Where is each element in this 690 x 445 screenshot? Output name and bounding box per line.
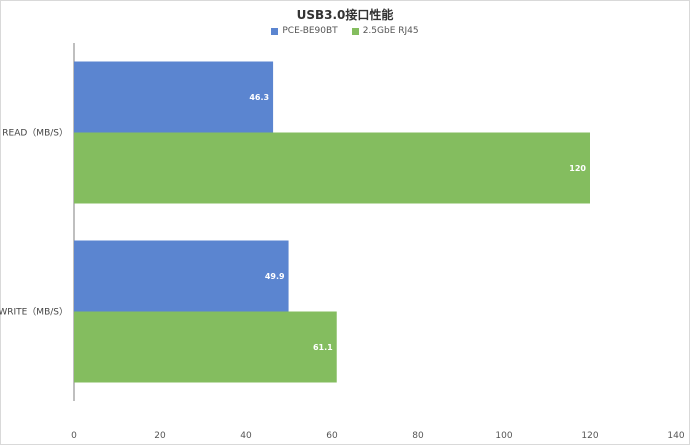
x-tick-label-20: 20: [154, 431, 166, 441]
data-label-2-2: 61.1: [313, 343, 333, 352]
legend-label-series-1: PCE-BE90BT: [282, 26, 338, 36]
data-label-2-1: 120: [569, 164, 586, 173]
category-label-2: WRITE（MB/S）: [0, 307, 68, 318]
data-label-1-1: 46.3: [249, 93, 269, 102]
x-tick-label-80: 80: [412, 431, 424, 441]
x-tick-label-120: 120: [581, 431, 598, 441]
data-label-1-2: 49.9: [265, 272, 285, 281]
legend-item-series-1: PCE-BE90BT: [271, 26, 338, 36]
bar-2-2: [74, 311, 337, 383]
bar-1-1: [74, 61, 274, 133]
x-tick-label-40: 40: [240, 431, 252, 441]
chart-title: USB3.0接口性能: [296, 8, 394, 22]
legend-swatch-series-1: [271, 27, 279, 35]
category-label-1: READ（MB/S）: [2, 128, 68, 139]
legend-swatch-series-2: [351, 27, 359, 35]
x-tick-label-140: 140: [667, 431, 684, 441]
legend-label-series-2: 2.5GbE RJ45: [362, 26, 419, 36]
bar-1-2: [74, 240, 289, 312]
x-tick-label-100: 100: [495, 431, 512, 441]
legend-item-series-2: 2.5GbE RJ45: [351, 26, 419, 36]
legend: PCE-BE90BT 2.5GbE RJ45: [0, 26, 690, 36]
bar-2-1: [74, 132, 590, 204]
x-tick-label-0: 0: [71, 431, 77, 441]
x-tick-label-60: 60: [326, 431, 338, 441]
